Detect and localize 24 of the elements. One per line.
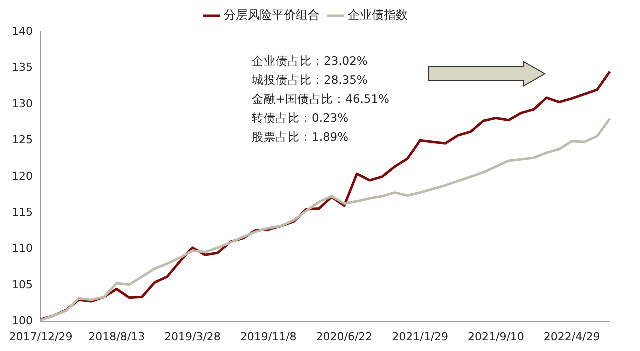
y-tick-label: 125 xyxy=(12,134,33,147)
y-tick-label: 110 xyxy=(12,242,33,256)
annotation: 股票占比：1.89% xyxy=(252,129,350,146)
annotation: 企业债占比：23.02% xyxy=(252,53,369,70)
annotation: 金融+国债占比：46.51% xyxy=(252,91,390,108)
x-tick-label: 2022/4/29 xyxy=(544,330,600,344)
y-tick-label: 130 xyxy=(12,97,33,110)
y-tick-label: 120 xyxy=(12,170,33,183)
x-tick-label: 2017/12/29 xyxy=(9,330,73,344)
x-tick-label: 2020/6/22 xyxy=(316,330,373,344)
legend-label: 企业债指数 xyxy=(348,8,408,22)
y-tick-label: 135 xyxy=(12,61,33,74)
y-tick-label: 115 xyxy=(12,206,33,219)
annotation: 转债占比：0.23% xyxy=(252,110,350,127)
x-tick-label: 2018/8/13 xyxy=(88,330,146,344)
x-tick-label: 2019/3/28 xyxy=(164,330,221,344)
y-tick-label: 105 xyxy=(12,278,33,292)
y-tick-label: 100 xyxy=(12,314,33,328)
x-tick-label: 2021/9/10 xyxy=(468,330,524,344)
annotation: 城投债占比：28.35% xyxy=(252,72,369,89)
legend-label: 分层风险平价组合 xyxy=(224,8,320,22)
x-tick-label: 2021/1/29 xyxy=(392,330,449,344)
y-tick-label: 140 xyxy=(12,24,33,38)
x-tick-label: 2019/11/8 xyxy=(240,330,297,344)
